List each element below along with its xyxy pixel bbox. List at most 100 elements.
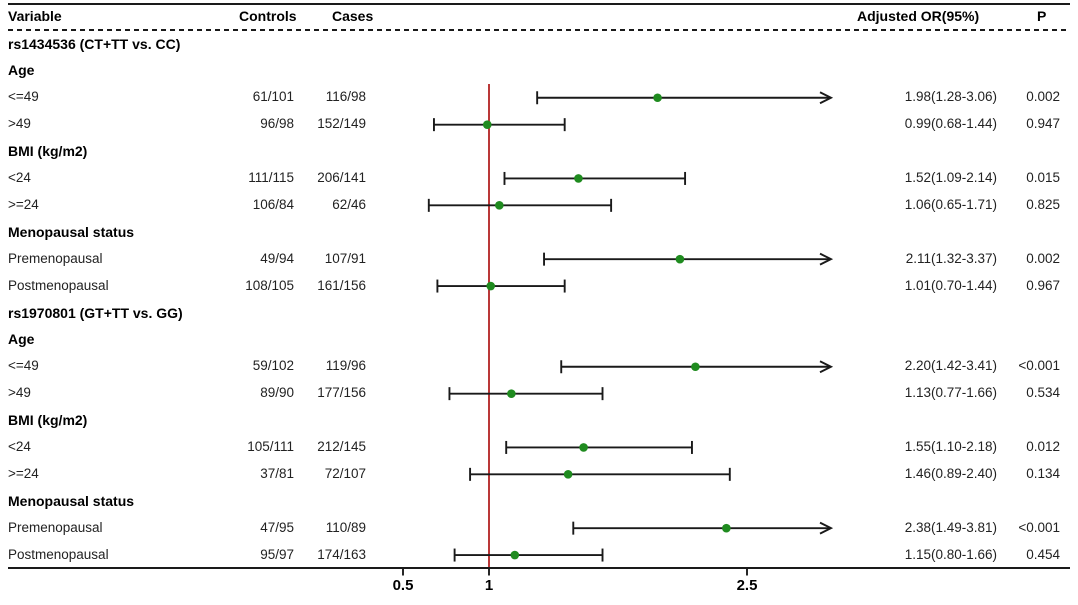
axis-tick-label: 1 <box>484 577 494 594</box>
adjusted-or-value: 2.38(1.49-3.81) <box>904 519 997 535</box>
or-point-marker <box>675 254 685 264</box>
cases-value: 116/98 <box>325 89 366 105</box>
controls-value: 108/105 <box>245 277 294 293</box>
section-row: rs1970801 (GT+TT vs. GG) <box>0 300 1078 327</box>
data-row: Premenopausal 49/94 107/91 2.11(1.32-3.37) 0… <box>0 246 1078 273</box>
variable-label: BMI (kg/m2) <box>8 412 88 429</box>
variable-label: Postmenopausal <box>8 277 109 293</box>
subheader-row: BMI (kg/m2) <box>0 407 1078 434</box>
variable-label: Age <box>8 62 35 79</box>
controls-value: 89/90 <box>260 385 294 401</box>
subheader-row: Menopausal status <box>0 219 1078 246</box>
or-point-marker <box>563 470 573 479</box>
variable-label: Premenopausal <box>8 519 103 535</box>
p-value: 0.825 <box>1026 196 1060 212</box>
p-value: <0.001 <box>1018 519 1060 535</box>
p-value: <0.001 <box>1018 358 1060 374</box>
adjusted-or-value: 1.06(0.65-1.71) <box>904 196 997 212</box>
controls-value: 49/94 <box>260 250 294 266</box>
section-row: rs1434536 (CT+TT vs. CC) <box>0 31 1078 58</box>
header-dashed-divider <box>8 29 1070 31</box>
data-row: <=49 59/102 119/96 2.20(1.42-3.41) <0.001 <box>0 353 1078 380</box>
axis-tick-label: 0.5 <box>392 577 414 594</box>
variable-label: >=24 <box>8 465 39 481</box>
variable-label: <24 <box>8 170 31 185</box>
or-point-marker <box>482 120 492 129</box>
cases-value: 177/156 <box>317 385 366 401</box>
or-point-marker <box>653 93 662 103</box>
adjusted-or-value: 1.55(1.10-2.18) <box>904 439 997 454</box>
data-row: >=24 106/84 62/46 1.06(0.65-1.71) 0.825 <box>0 192 1078 219</box>
adjusted-or-value: 0.99(0.68-1.44) <box>904 116 997 132</box>
ci-arrow-right <box>819 252 834 266</box>
ci-arrow-right <box>819 91 834 105</box>
table-top-border <box>8 3 1070 5</box>
or-point-marker <box>495 201 504 210</box>
variable-label: rs1970801 (GT+TT vs. GG) <box>8 304 183 321</box>
variable-label: Age <box>8 331 35 348</box>
cases-value: 107/91 <box>324 250 366 266</box>
cases-value: 161/156 <box>317 277 366 293</box>
cases-value: 212/145 <box>317 439 366 454</box>
variable-label: >49 <box>8 116 31 132</box>
data-row: >49 89/90 177/156 1.13(0.77-1.66) 0.534 <box>0 380 1078 407</box>
cases-value: 152/149 <box>317 116 366 132</box>
data-row: <24 105/111 212/145 1.55(1.10-2.18) 0.012 <box>0 434 1078 461</box>
cases-value: 174/163 <box>317 546 366 562</box>
variable-label: BMI (kg/m2) <box>8 143 88 160</box>
controls-value: 105/111 <box>247 439 294 454</box>
subheader-row: Menopausal status <box>0 488 1078 515</box>
cases-value: 119/96 <box>325 358 366 374</box>
data-row: >=24 37/81 72/107 1.46(0.89-2.40) 0.134 <box>0 461 1078 488</box>
adjusted-or-value: 1.15(0.80-1.66) <box>904 546 997 562</box>
variable-label: >=24 <box>8 196 39 212</box>
data-row: <24 111/115 206/141 1.52(1.09-2.14) 0.015 <box>0 165 1078 192</box>
controls-value: 106/84 <box>252 196 294 212</box>
p-value: 0.002 <box>1026 250 1060 266</box>
adjusted-or-value: 2.20(1.42-3.41) <box>904 358 997 374</box>
p-value: 0.534 <box>1026 385 1060 401</box>
ci-arrow-right <box>819 360 834 374</box>
adjusted-or-value: 1.13(0.77-1.66) <box>904 385 997 401</box>
p-value: 0.454 <box>1026 546 1060 562</box>
ci-arrow-right <box>819 521 834 535</box>
header-controls: Controls <box>239 8 297 24</box>
p-value: 0.002 <box>1026 89 1060 105</box>
or-point-marker <box>579 443 588 452</box>
adjusted-or-value: 1.01(0.70-1.44) <box>904 277 997 293</box>
header-variable: Variable <box>8 8 62 24</box>
controls-value: 95/97 <box>260 546 294 562</box>
or-point-marker <box>574 174 583 183</box>
or-point-marker <box>691 362 700 372</box>
table-header-row: Variable Controls Cases Adjusted OR(95%)… <box>0 4 1078 29</box>
axis-tick-label: 2.5 <box>736 577 758 594</box>
cases-value: 110/89 <box>325 519 366 535</box>
p-value: 0.134 <box>1026 465 1060 481</box>
data-row: >49 96/98 152/149 0.99(0.68-1.44) 0.947 <box>0 111 1078 138</box>
data-row: Premenopausal 47/95 110/89 2.38(1.49-3.81) <… <box>0 515 1078 542</box>
controls-value: 37/81 <box>260 465 294 481</box>
controls-value: 96/98 <box>260 116 294 132</box>
header-p-value: P <box>1037 8 1047 24</box>
p-value: 0.015 <box>1026 170 1060 185</box>
cases-value: 72/107 <box>324 465 366 481</box>
controls-value: 61/101 <box>252 89 294 105</box>
subheader-row: Age <box>0 57 1078 84</box>
variable-label: >49 <box>8 385 31 401</box>
adjusted-or-value: 1.52(1.09-2.14) <box>904 170 997 185</box>
variable-label: Menopausal status <box>8 223 135 240</box>
p-value: 0.012 <box>1026 439 1060 454</box>
variable-label: <=49 <box>8 89 39 105</box>
controls-value: 59/102 <box>252 358 294 374</box>
subheader-row: BMI (kg/m2) <box>0 138 1078 165</box>
or-point-marker <box>486 281 496 291</box>
subheader-row: Age <box>0 326 1078 353</box>
variable-label: rs1434536 (CT+TT vs. CC) <box>8 35 181 52</box>
p-value: 0.947 <box>1026 116 1060 132</box>
adjusted-or-value: 1.46(0.89-2.40) <box>904 465 997 481</box>
controls-value: 47/95 <box>260 519 294 535</box>
or-point-marker <box>507 389 516 398</box>
variable-label: Menopausal status <box>8 492 135 509</box>
data-row: Postmenopausal 95/97 174/163 1.15(0.80-1.66… <box>0 542 1078 569</box>
